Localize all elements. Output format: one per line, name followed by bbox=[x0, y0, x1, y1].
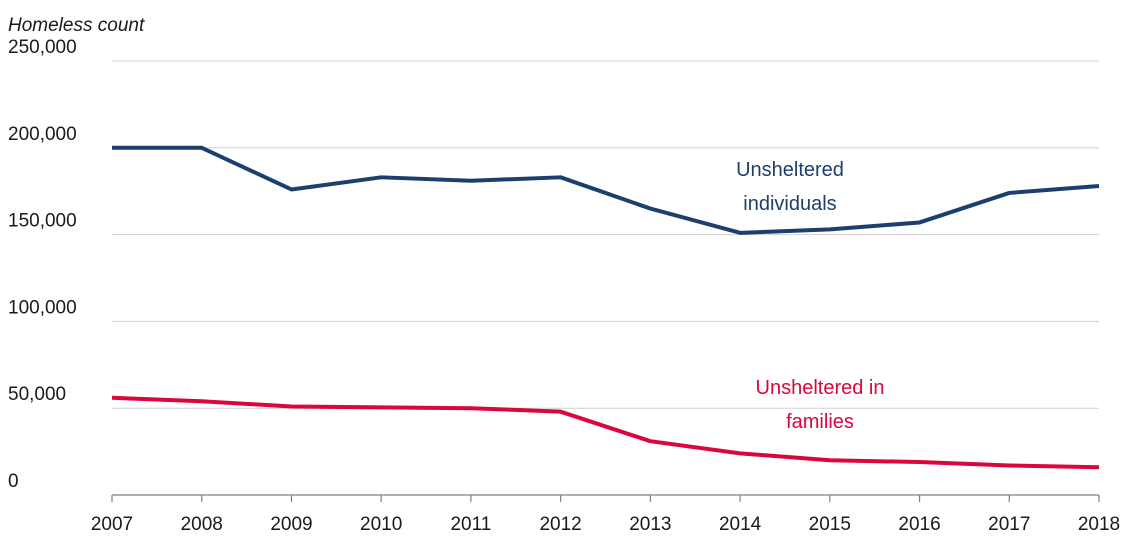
x-tick-label: 2011 bbox=[450, 514, 491, 535]
x-tick-label: 2017 bbox=[988, 514, 1030, 535]
y-tick-label: 50,000 bbox=[8, 384, 66, 405]
y-tick-label: 250,000 bbox=[8, 37, 77, 58]
y-tick-label: 0 bbox=[8, 471, 19, 492]
series-line bbox=[112, 145, 1100, 235]
y-tick-label: 150,000 bbox=[8, 211, 77, 232]
x-tick-label: 2016 bbox=[898, 514, 940, 535]
x-tick-label: 2012 bbox=[539, 514, 581, 535]
x-tick-label: 2007 bbox=[91, 514, 133, 535]
y-tick-label: 100,000 bbox=[8, 297, 77, 318]
x-tick-label: 2015 bbox=[809, 514, 851, 535]
x-tick-label: 2018 bbox=[1078, 514, 1120, 535]
x-tick-label: 2013 bbox=[629, 514, 671, 535]
series-label: Unsheltered in families bbox=[755, 377, 885, 433]
y-axis-label: Homeless count bbox=[8, 15, 145, 36]
series-label: Unsheltered individuals bbox=[736, 159, 844, 215]
x-tick-label: 2009 bbox=[270, 514, 312, 535]
x-tick-label: 2008 bbox=[181, 514, 223, 535]
y-tick-label: 200,000 bbox=[8, 124, 77, 145]
series-line bbox=[111, 395, 1100, 470]
x-tick-label: 2014 bbox=[719, 514, 762, 535]
x-tick-label: 2010 bbox=[360, 514, 402, 535]
